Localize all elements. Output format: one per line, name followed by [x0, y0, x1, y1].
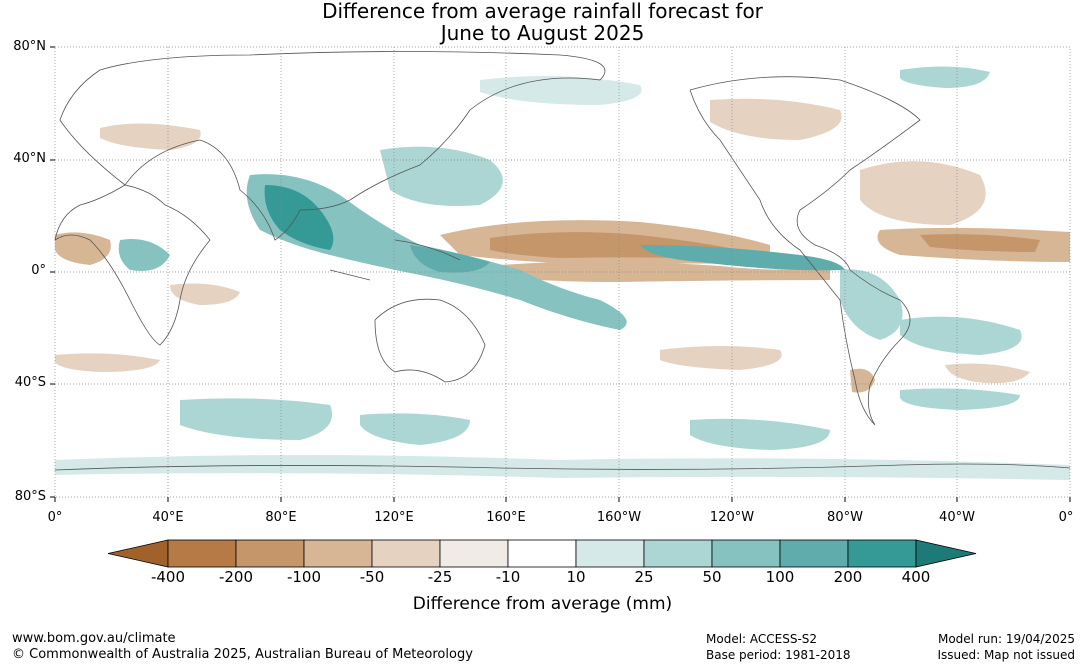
map-graticule	[55, 47, 1070, 497]
colorbar-swatch	[711, 539, 781, 568]
colorbar-arrow-left	[107, 539, 169, 568]
colorbar-swatch	[303, 539, 373, 568]
colorbar-swatch	[167, 539, 237, 568]
colorbar-tick-label: -400	[150, 568, 186, 586]
map-title-line1: Difference from average rainfall forecas…	[322, 0, 763, 23]
lon-label-80e: 80°E	[265, 510, 297, 525]
colorbar-tick-label: 100	[765, 568, 795, 586]
lon-label-160w: 160°W	[596, 510, 642, 525]
wet-anomaly-areas	[55, 66, 1070, 480]
footer-model-run: Model run: 19/04/2025	[937, 632, 1075, 646]
colorbar-swatch	[575, 539, 645, 568]
colorbar-tick-label: 50	[702, 568, 722, 586]
lon-label-160e: 160°E	[486, 510, 526, 525]
lon-label-40w: 40°W	[939, 510, 975, 525]
footer-base-period: Base period: 1981-2018	[706, 648, 851, 662]
colorbar-tick-label: 10	[566, 568, 586, 586]
footer-url: www.bom.gov.au/climate	[12, 631, 176, 646]
dry-anomaly-areas	[55, 98, 1070, 393]
colorbar-tick-label: 200	[833, 568, 863, 586]
lat-label-40n: 40°N	[13, 151, 46, 166]
map-title-line2: June to August 2025	[440, 21, 645, 45]
colorbar-tick-label: -200	[218, 568, 254, 586]
map-frame	[54, 46, 1071, 498]
lon-label-120e: 120°E	[374, 510, 414, 525]
colorbar-tick-label: -100	[286, 568, 322, 586]
colorbar-swatch	[439, 539, 509, 568]
colorbar-swatch	[235, 539, 305, 568]
colorbar-title: Difference from average (mm)	[412, 594, 673, 614]
colorbar-swatch	[507, 539, 577, 568]
lon-label-120w: 120°W	[709, 510, 755, 525]
colorbar-tick-label: -10	[495, 568, 521, 586]
footer-model: Model: ACCESS-S2	[706, 632, 818, 646]
colorbar-tick-label: 25	[634, 568, 654, 586]
lat-label-40s: 40°S	[14, 375, 46, 390]
colorbar	[107, 539, 977, 568]
lon-label-0-right: 0°	[1058, 510, 1074, 525]
coastlines	[54, 51, 1071, 471]
lon-label-80w: 80°W	[827, 510, 863, 525]
footer-copyright: © Commonwealth of Australia 2025, Austra…	[12, 647, 473, 662]
colorbar-swatch	[643, 539, 713, 568]
colorbar-tick-label: -50	[359, 568, 385, 586]
colorbar-tick-label: -25	[427, 568, 453, 586]
lat-label-80n: 80°N	[13, 39, 46, 54]
lon-label-0-left: 0°	[47, 510, 63, 525]
lat-label-80s: 80°S	[14, 489, 46, 504]
lat-label-0: 0°	[31, 263, 46, 278]
colorbar-arrow-right	[915, 539, 977, 568]
colorbar-tick-label: 400	[901, 568, 931, 586]
footer-issued: Issued: Map not issued	[937, 648, 1075, 662]
lon-label-40e: 40°E	[152, 510, 184, 525]
colorbar-swatch	[847, 539, 917, 568]
colorbar-swatch	[371, 539, 441, 568]
colorbar-swatch	[779, 539, 849, 568]
